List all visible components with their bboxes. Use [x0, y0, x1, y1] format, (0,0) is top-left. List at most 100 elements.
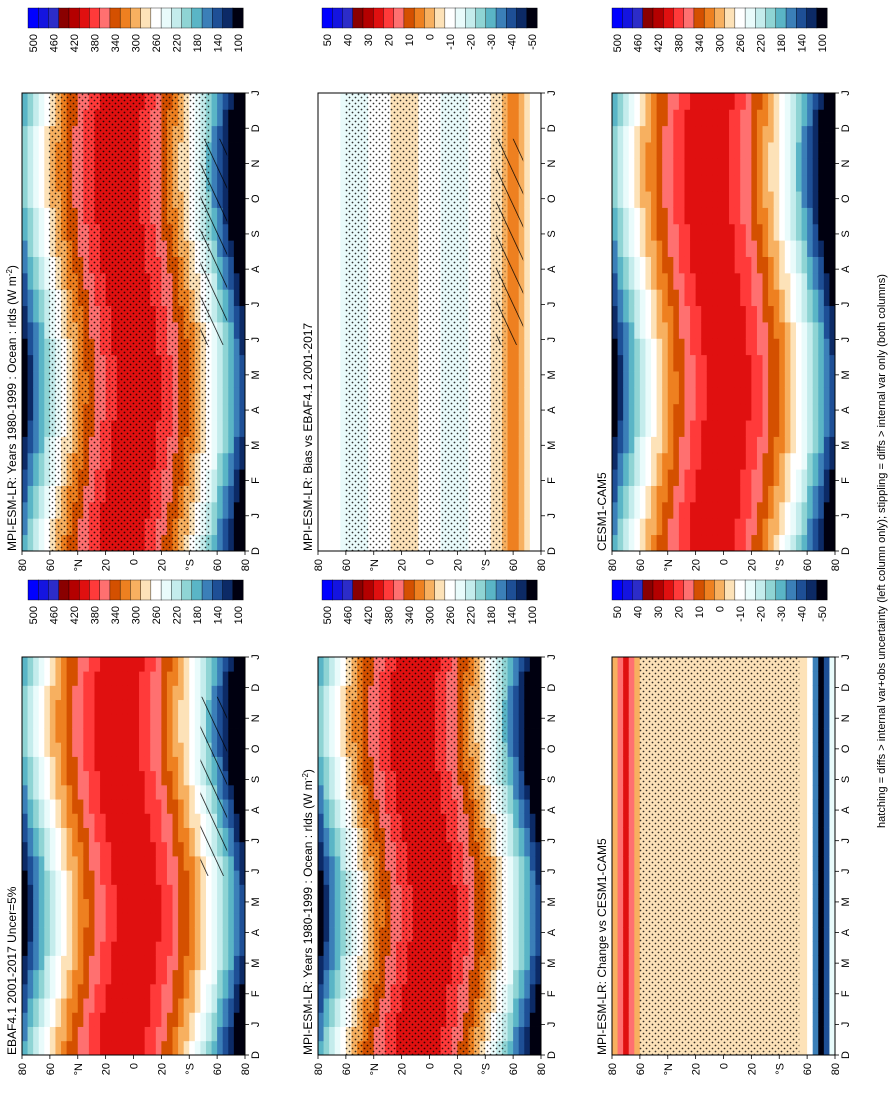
heatmap-cell: [518, 403, 525, 421]
heatmap-cell: [178, 1040, 185, 1056]
heatmap-cell: [61, 856, 67, 871]
heatmap-cell: [83, 756, 90, 772]
heatmap-cell: [628, 534, 635, 552]
heatmap-cell: [239, 289, 246, 307]
heatmap-cell: [49, 756, 56, 772]
heatmap-cell: [228, 1040, 235, 1056]
heatmap-cell: [334, 387, 341, 405]
heatmap-cell: [634, 322, 641, 339]
heatmap-cell: [27, 338, 34, 356]
heatmap-cell: [94, 770, 101, 786]
heatmap-cell: [529, 93, 536, 110]
heatmap-cell: [535, 322, 542, 339]
heatmap-cell: [634, 485, 641, 503]
heatmap-cell: [535, 452, 542, 470]
heatmap-cell: [507, 713, 514, 729]
heatmap-cell: [205, 884, 212, 900]
heatmap-cell: [323, 305, 330, 323]
heatmap-cell: [111, 799, 118, 814]
month-tick-label: F: [546, 477, 558, 484]
heatmap-cell: [77, 1040, 84, 1056]
heatmap-cell: [122, 898, 129, 914]
heatmap-cell: [127, 770, 134, 786]
heatmap-cell: [111, 941, 118, 956]
stipple-overlay: [344, 657, 506, 1055]
heatmap-cell: [535, 142, 542, 159]
heatmap-cell: [524, 685, 531, 701]
heatmap-cell: [524, 742, 531, 757]
heatmap-cell: [233, 485, 240, 503]
heatmap-cell: [61, 884, 67, 900]
heatmap-cell: [66, 713, 73, 729]
colorbar-swatch: [413, 7, 425, 29]
heatmap-cell: [318, 338, 324, 356]
heatmap-cell: [513, 983, 520, 999]
heatmap-cell: [518, 955, 525, 971]
heatmap-cell: [133, 1012, 140, 1027]
heatmap-cell: [529, 784, 536, 800]
heatmap-cell: [161, 998, 168, 1013]
heatmap-cell: [628, 207, 635, 225]
lat-tick-label: 20: [397, 559, 409, 571]
heatmap-cell: [77, 685, 84, 701]
heatmap-cell: [507, 518, 514, 536]
heatmap-cell: [133, 983, 140, 999]
heatmap-cell: [513, 756, 520, 772]
heatmap-cell: [507, 799, 514, 814]
heatmap-cell: [617, 534, 624, 552]
heatmap-cell: [617, 322, 624, 339]
heatmap-cell: [139, 983, 146, 999]
heatmap-cell: [105, 998, 112, 1013]
heatmap-cell: [183, 898, 190, 914]
heatmap-cell: [612, 289, 618, 307]
heatmap-cell: [144, 784, 151, 800]
heatmap-cell: [33, 142, 40, 159]
heatmap-cell: [178, 756, 185, 772]
heatmap-cell: [83, 699, 90, 715]
heatmap-cell: [155, 1026, 162, 1042]
heatmap-cell: [155, 827, 162, 843]
heatmap-cell: [612, 223, 618, 241]
heatmap-cell: [323, 955, 330, 971]
heatmap-cell: [22, 713, 28, 729]
colorbar-swatch: [495, 7, 507, 29]
heatmap-cell: [535, 983, 542, 999]
heatmap-cell: [55, 699, 62, 715]
heatmap-cell: [239, 728, 246, 743]
heatmap-cell: [166, 685, 173, 701]
heatmap-cell: [211, 927, 218, 942]
heatmap-cell: [22, 174, 28, 192]
heatmap-cell: [105, 799, 112, 814]
heatmap-cell: [44, 125, 51, 143]
colorbar-swatch: [465, 7, 477, 29]
heatmap-cell: [617, 207, 624, 225]
heatmap-cell: [44, 1012, 51, 1027]
heatmap-cell: [122, 770, 129, 786]
heatmap-cell: [323, 191, 330, 208]
heatmap-cell: [228, 1012, 235, 1027]
heatmap-cell: [33, 223, 40, 241]
heatmap-cell: [239, 998, 246, 1013]
heatmap-cell: [27, 983, 34, 999]
heatmap-cell: [88, 983, 95, 999]
heatmap-cell: [239, 322, 246, 339]
heatmap-cell: [205, 912, 212, 928]
heatmap-cell: [38, 452, 45, 470]
heatmap-cell: [623, 452, 630, 470]
heatmap-cell: [166, 870, 173, 885]
heatmap-cell: [22, 387, 28, 405]
heatmap-cell: [634, 452, 641, 470]
heatmap-cell: [38, 485, 45, 503]
heatmap-cell: [44, 518, 51, 536]
colorbar-tick-label: 140: [506, 606, 518, 624]
hatch-overlay: [200, 138, 228, 345]
heatmap-cell: [507, 856, 514, 871]
heatmap-cell: [150, 657, 157, 672]
heatmap-cell: [122, 728, 129, 743]
heatmap-cell: [211, 354, 218, 372]
heatmap-cell: [139, 927, 146, 942]
heatmap-cell: [150, 841, 157, 857]
